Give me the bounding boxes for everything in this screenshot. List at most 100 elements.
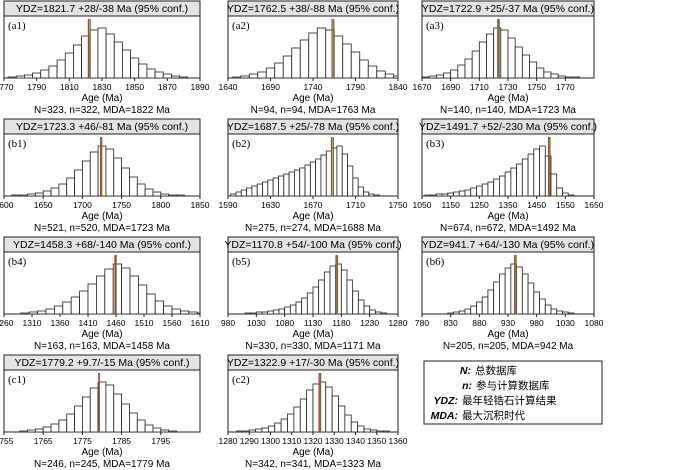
x-axis-label: Age (Ma) (292, 329, 333, 340)
x-tick-label: 1770 (0, 82, 14, 92)
histogram-bar (352, 177, 359, 197)
panel-id: (b5) (232, 256, 251, 268)
x-tick-label: 1350 (499, 200, 518, 210)
histogram-bar (34, 192, 44, 197)
x-tick-label: 1710 (470, 82, 489, 92)
histogram-bar (34, 428, 44, 433)
histogram-bar (299, 398, 308, 433)
x-axis-label: Age (Ma) (487, 211, 528, 222)
histogram-bar (272, 309, 280, 315)
panel-title: YDZ=1723.3 +46/-81 Ma (95% conf.) (16, 121, 188, 133)
histogram-bar (357, 186, 364, 197)
histogram-bar (28, 311, 39, 315)
x-tick-label: 1650 (34, 200, 53, 210)
histogram-bar (341, 153, 348, 197)
histogram-bar (336, 145, 343, 197)
histogram-bar (325, 150, 332, 197)
histogram-bar (87, 283, 97, 315)
histogram-panel-b4: YDZ=1458.3 +68/-140 Ma (95% conf.) (b4) 12… (0, 236, 210, 352)
x-tick-label: 1310 (23, 318, 42, 328)
panel-title: YDZ=1170.8 +54/-100 Ma (95% conf.) (224, 239, 401, 251)
histogram-bar (255, 311, 263, 315)
histogram-bar (163, 305, 173, 315)
histogram-bar (248, 429, 257, 433)
x-tick-label: 1790 (27, 82, 46, 92)
histogram-bar (527, 282, 535, 315)
histogram-bar (171, 308, 181, 315)
histogram-bar (27, 429, 36, 433)
histogram-bar (242, 430, 250, 433)
histogram-bar (539, 298, 546, 315)
histogram-bar (533, 148, 540, 197)
histogram-bar (15, 75, 25, 79)
histogram-bar (476, 185, 483, 197)
x-tick-label: 930 (501, 318, 515, 328)
histogram-bar (250, 312, 257, 315)
histogram-bar (567, 312, 575, 315)
histogram-bar (48, 65, 58, 79)
histogram-bar (121, 403, 130, 433)
histogram-bar (295, 301, 303, 315)
panel-id: (b6) (426, 256, 445, 268)
x-tick-label: 1755 (0, 436, 14, 446)
x-tick-label: 1750 (112, 200, 131, 210)
histogram-bar (458, 310, 466, 315)
histogram-bar (376, 430, 384, 433)
histogram-bar (19, 430, 28, 433)
histogram-bar (457, 64, 466, 79)
x-tick-label: 830 (444, 318, 458, 328)
x-tick-label: 1750 (389, 200, 408, 210)
histogram-bar (261, 427, 269, 433)
histogram-bar (507, 37, 516, 79)
histogram-bar (287, 413, 295, 433)
x-tick-label: 1890 (191, 82, 210, 92)
histogram-bar (453, 191, 460, 197)
histogram-bar (89, 29, 99, 79)
histogram-bar (369, 429, 378, 433)
x-tick-label: 1870 (158, 82, 177, 92)
histogram-bar (267, 310, 274, 315)
panel-title: YDZ=1687.5 +25/-78 Ma (95% conf.) (227, 121, 399, 133)
x-axis-label: Age (Ma) (292, 93, 333, 104)
histogram-panel-b1: YDZ=1723.3 +46/-81 Ma (95% conf.) (b1) 160… (0, 118, 210, 234)
histogram-bar (347, 165, 354, 197)
x-tick-label: 1790 (346, 82, 365, 92)
x-tick-label: 1260 (0, 318, 14, 328)
histogram-bar (291, 47, 301, 79)
histogram-bar (246, 187, 253, 197)
histogram-bar (510, 167, 518, 197)
x-tick-label: 1710 (346, 200, 365, 210)
legend-box (423, 360, 603, 425)
histogram-bar (66, 413, 75, 433)
histogram-bar (363, 305, 371, 315)
histogram-bar (160, 193, 170, 197)
legend-key: n: (462, 380, 472, 392)
histogram-bar (550, 73, 559, 79)
histogram-bar (144, 188, 154, 197)
histogram-bar (113, 157, 123, 197)
histogram-bar (447, 312, 454, 315)
x-tick-label: 1550 (556, 200, 575, 210)
histogram-bar (464, 58, 473, 79)
histogram-bar (19, 194, 28, 197)
histogram-bar (308, 32, 318, 79)
x-tick-label: 1510 (135, 318, 154, 328)
x-axis-label: Age (Ma) (81, 211, 122, 222)
histogram-bar (435, 193, 443, 197)
histogram-bar (179, 76, 189, 79)
histogram-bar (441, 193, 449, 197)
legend-text: 参与计算数据库 (476, 379, 550, 392)
histogram-bar (45, 308, 55, 315)
histogram-bar (168, 430, 177, 433)
histogram-bar (304, 164, 311, 197)
histogram-bar (567, 194, 575, 197)
panel-title: YDZ=1322.9 +17/-30 Ma (95% conf.) (227, 357, 399, 369)
legend-text: 总数据库 (475, 364, 517, 377)
histogram-bar (248, 73, 259, 79)
histogram-bar (464, 189, 472, 197)
histogram-bar (357, 425, 365, 433)
x-tick-label: 1690 (261, 82, 280, 92)
histogram-panel-a3: YDZ=1722.9 +25/-37 Ma (95% conf.) (a3) 167… (413, 0, 595, 116)
histogram-bar (333, 35, 344, 79)
histogram-bar (331, 147, 338, 197)
